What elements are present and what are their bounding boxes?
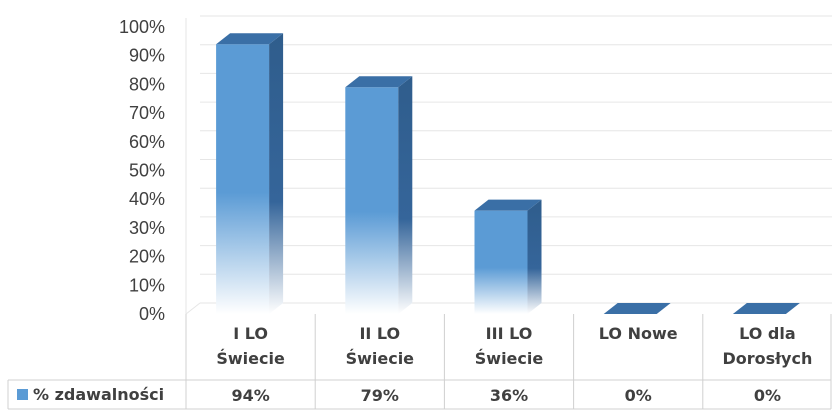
data-label: 0% [754, 386, 781, 405]
data-label: 0% [625, 386, 652, 405]
bar-top [603, 303, 671, 314]
bar-top [732, 303, 800, 314]
y-tick-label: 100% [119, 17, 165, 37]
bar [345, 76, 413, 315]
y-tick-label: 0% [139, 304, 165, 324]
x-tick-label: II LO Świecie [346, 324, 415, 368]
x-tick-label: LO dla Dorosłych [722, 324, 812, 368]
y-axis-ticks: 0% 10% 20% 30% 40% 50% 60% 70% 80% 90% 100% [119, 17, 165, 324]
data-label: 79% [361, 386, 399, 405]
y-tick-label: 90% [129, 46, 165, 66]
legend-label: % zdawalności [33, 385, 164, 404]
bar-top [216, 33, 284, 45]
legend-key [17, 389, 28, 400]
grid-lines [185, 15, 832, 316]
y-tick-label: 50% [129, 161, 165, 181]
bar [732, 303, 800, 314]
y-tick-label: 30% [129, 218, 165, 238]
bar-front [474, 210, 528, 314]
data-label: 94% [231, 386, 269, 405]
bar-front [345, 87, 399, 315]
data-table: I LO Świecie II LO Świecie III LO Świecie LO N… [7, 314, 832, 410]
x-tick-label: III LO Świecie [475, 324, 544, 368]
bar [603, 303, 671, 314]
y-tick-label: 60% [129, 132, 165, 152]
y-tick-label: 40% [129, 189, 165, 209]
x-tick-label: LO Nowe [599, 324, 678, 343]
y-tick-label: 20% [129, 247, 165, 267]
y-tick-label: 80% [129, 74, 165, 94]
floor-edge [185, 302, 201, 315]
bar-front [216, 44, 270, 314]
bar [474, 199, 542, 314]
y-tick-label: 10% [129, 275, 165, 295]
bar-side [527, 199, 542, 314]
y-tick-label: 70% [129, 103, 165, 123]
bars [216, 33, 800, 315]
bar [216, 33, 284, 314]
bar-top [345, 76, 413, 88]
bar-top [474, 199, 542, 211]
bar-side [398, 76, 413, 315]
x-tick-label: I LO Świecie [216, 324, 285, 368]
bar-side [269, 33, 284, 314]
data-label: 36% [490, 386, 528, 405]
